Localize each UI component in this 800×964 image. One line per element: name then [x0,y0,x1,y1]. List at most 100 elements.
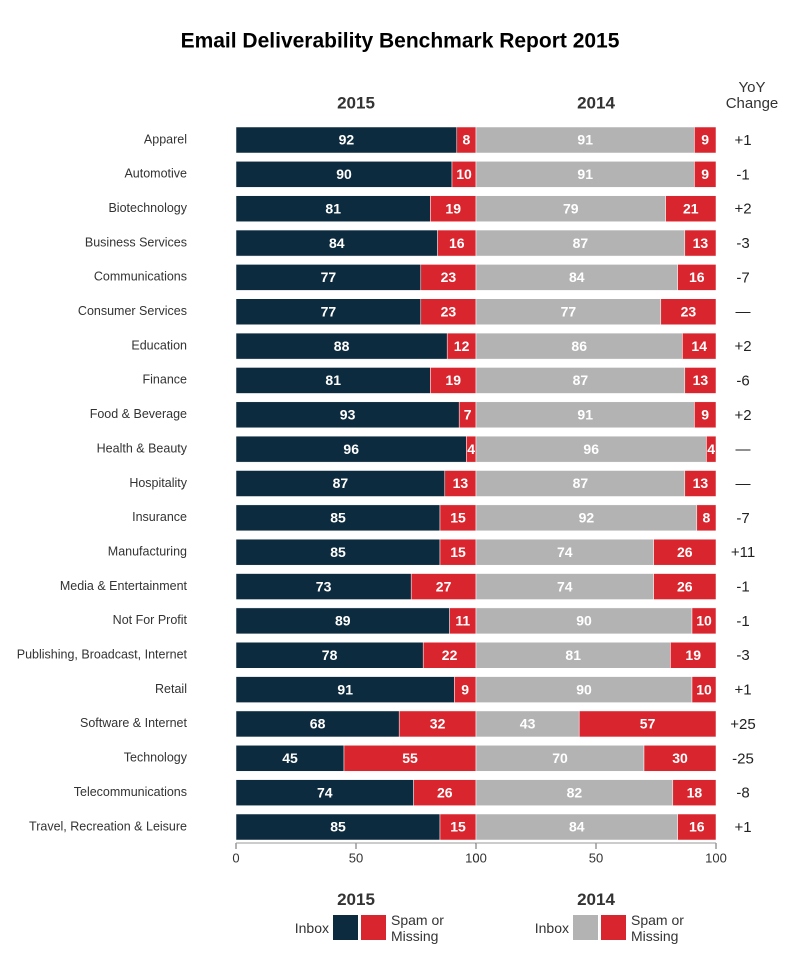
data-label: 15 [450,510,466,526]
bar-segment [475,195,666,222]
bar-segment [235,264,422,291]
category-label: Manufacturing [108,544,187,558]
bar-segment [449,607,477,635]
data-label: 84 [569,269,585,285]
data-label: 13 [693,372,709,388]
data-label: 90 [576,681,592,697]
bar-segment [235,813,441,841]
data-label: 16 [449,235,465,251]
data-label: 91 [577,166,593,182]
category-label: Publishing, Broadcast, Internet [17,648,188,662]
yoy-value: -1 [736,579,749,596]
data-label: 15 [450,819,466,835]
bar-segment [475,229,686,257]
data-label: 90 [336,166,352,182]
data-label: 26 [437,784,453,800]
bar-segment [439,504,477,532]
data-label: 57 [640,716,656,732]
x-tick-label: 0 [472,850,479,865]
bar-segment [653,573,717,600]
panel-title: 2014 [577,93,615,112]
yoy-value: -7 [736,269,749,286]
data-label: 16 [689,819,705,835]
data-label: 96 [583,441,599,457]
bar-segment [235,642,424,669]
data-label: 77 [561,303,577,319]
x-tick-label: 100 [465,850,487,865]
bar-segment [677,264,717,291]
category-label: Media & Entertainment [60,579,188,593]
yoy-value: +25 [730,716,755,733]
yoy-value: -25 [732,750,754,767]
bar-segment [235,538,441,566]
data-label: 79 [563,200,579,216]
data-label: 18 [687,784,703,800]
data-label: 10 [456,166,472,182]
bar-segment [235,401,460,429]
data-label: 9 [701,132,709,148]
bar-segment [439,538,477,566]
yoy-value: +1 [734,819,751,836]
data-label: 81 [565,647,581,663]
data-label: 90 [576,613,592,629]
bar-segment [475,332,683,360]
yoy-value: +11 [731,544,755,561]
legend-swatch [573,915,598,940]
data-label: 74 [317,784,333,800]
bar-segment [677,813,717,841]
yoy-value: -8 [736,785,749,802]
data-label: 91 [337,681,353,697]
data-label: 14 [691,338,707,354]
data-label: 92 [579,510,595,526]
data-label: 87 [573,475,589,491]
yoy-value: -7 [736,510,749,527]
yoy-header: YoY Change [725,79,779,112]
bar-segment [682,332,717,360]
yoy-value: — [736,475,751,492]
bar-segment [410,573,477,600]
category-label: Retail [155,682,187,696]
bar-segment [235,298,422,325]
bar-segment [475,298,662,325]
bar-segment [475,538,654,566]
data-label: 19 [445,372,461,388]
data-label: 85 [330,510,346,526]
data-label: 96 [343,441,359,457]
data-label: 26 [677,544,693,560]
data-label: 32 [430,716,446,732]
bar-segment [475,642,671,669]
legend-label: Inbox [534,920,569,936]
bar-segment [475,126,695,154]
data-label: 23 [681,303,697,319]
bar-segment [430,195,477,222]
bar-segment [235,229,438,257]
data-label: 10 [696,681,712,697]
bar-segment [235,470,446,497]
data-label: 9 [701,166,709,182]
yoy-value: -3 [736,647,749,664]
yoy-value: +1 [734,132,751,149]
data-label: 21 [683,200,699,216]
yoy-value: +2 [734,338,751,355]
data-label: 91 [577,407,593,423]
category-label: Food & Beverage [90,407,187,421]
category-label: Consumer Services [78,304,187,318]
data-label: 19 [685,647,701,663]
data-label: 85 [330,544,346,560]
category-label: Not For Profit [113,613,188,627]
bar-segment [691,676,717,703]
bar-segment [475,435,707,463]
bar-segment [422,642,477,669]
data-label: 19 [445,200,461,216]
bar-segment [696,504,717,532]
bar-segment [475,573,654,600]
data-label: 43 [520,716,536,732]
x-tick-label: 100 [705,850,727,865]
bar-segment [235,779,414,806]
data-label: 91 [577,132,593,148]
legend-title: 2015 [337,890,375,909]
bar-segment [475,401,695,429]
bar-segment [694,161,717,188]
